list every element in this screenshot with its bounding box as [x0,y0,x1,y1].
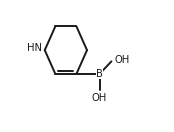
Text: HN: HN [27,43,42,53]
Text: OH: OH [92,93,107,103]
Text: B: B [96,69,103,79]
Text: OH: OH [114,55,129,65]
